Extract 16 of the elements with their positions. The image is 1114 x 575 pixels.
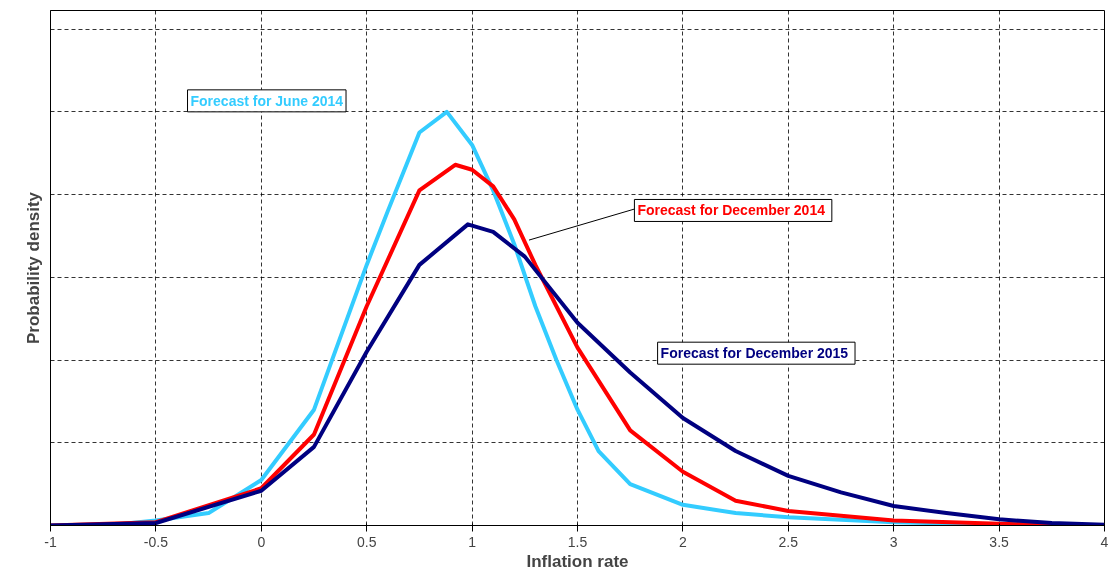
x-tick-label: 3 [889, 533, 898, 550]
x-tick-label: 2.5 [778, 533, 799, 550]
text: Forecast for June 2014 [190, 92, 344, 109]
x-axis-title: Inflation rate [526, 551, 629, 571]
x-tick-label: 0.5 [356, 533, 377, 550]
x-tick-label: 3.5 [989, 533, 1010, 550]
x-tick-label: 4 [1100, 533, 1109, 550]
text: Forecast for December 2014 [637, 202, 826, 219]
x-tick-label: 1.5 [567, 533, 588, 550]
x-tick-label: 0 [257, 533, 266, 550]
x-tick-label: 1 [468, 533, 477, 550]
x-tick-label: -1 [44, 533, 57, 550]
text: Forecast for December 2015 [660, 345, 849, 362]
x-tick-label: 2 [679, 533, 688, 550]
y-axis-title: Probability density [23, 191, 43, 345]
x-tick-label: -0.5 [143, 533, 169, 550]
